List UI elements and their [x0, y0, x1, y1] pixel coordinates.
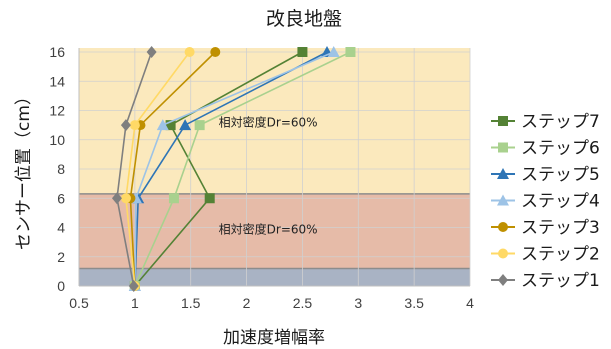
- y-axis-title: センサー位置（cm）: [14, 88, 34, 250]
- legend: ステップ7 ステップ6 ステップ5 ステップ4 ステップ3 ステップ2 ステップ1: [491, 112, 600, 291]
- layer-band-2: [79, 193, 470, 269]
- annotation-2: 相対密度Dr=60%: [219, 221, 318, 236]
- y-tick-label-1: 2: [57, 249, 65, 265]
- y-tick-label-4: 8: [57, 161, 65, 177]
- y-tick-label-3: 6: [57, 190, 65, 206]
- x-tick-label-7: 4: [466, 295, 474, 311]
- legend-label-1: ステップ7: [521, 112, 600, 132]
- series-line-4: [134, 51, 335, 287]
- legend-label-5: ステップ3: [521, 218, 600, 238]
- legend-label-3: ステップ5: [521, 165, 600, 185]
- legend-label-2: ステップ6: [521, 139, 600, 159]
- data-point-7-3: [120, 119, 131, 132]
- data-point-7-1: [128, 280, 139, 292]
- series-line-3: [134, 51, 328, 287]
- soil-layer-bands: [79, 48, 470, 286]
- chart-title: 改良地盤: [266, 8, 342, 30]
- data-point-1-3: [165, 120, 176, 131]
- data-point-6-4: [184, 47, 195, 57]
- x-axis-title: 加速度増幅率: [223, 328, 325, 348]
- x-tick-label-5: 3: [354, 295, 362, 311]
- y-tick-label-5: 10: [49, 132, 65, 148]
- data-point-7-2: [111, 192, 122, 205]
- x-tick-label-4: 2.5: [293, 295, 313, 311]
- series-7: [111, 46, 157, 292]
- axes: 0.5 1 1.5 2 2.5 3 3.5 4 0 2 4 6 8 10 12 14 16: [49, 44, 474, 311]
- y-tick-label-2: 4: [57, 220, 65, 236]
- x-tick-label-2: 1.5: [181, 295, 201, 311]
- legend-marker-2: [498, 142, 508, 153]
- y-tick-label-6: 12: [49, 103, 65, 119]
- data-point-2-3: [194, 120, 205, 131]
- x-tick-label-3: 2: [243, 295, 251, 311]
- legend-label-7: ステップ1: [521, 271, 600, 291]
- legend-item-1: ステップ7: [491, 112, 600, 132]
- series-group: [111, 46, 356, 292]
- data-point-6-3: [129, 120, 140, 131]
- data-point-3-3: [179, 119, 192, 131]
- legend-marker-7: [498, 274, 508, 286]
- legend-label-6: ステップ2: [521, 245, 600, 265]
- legend-marker-5: [498, 222, 508, 232]
- series-line-1: [134, 51, 303, 287]
- legend-item-4: ステップ4: [491, 192, 600, 212]
- series-line-7: [116, 51, 153, 287]
- series-line-5: [129, 51, 216, 287]
- annotations: 相対密度Dr=60% 相対密度Dr=60%: [219, 115, 318, 237]
- data-point-2-4: [345, 47, 356, 57]
- data-point-1-2: [204, 193, 215, 204]
- legend-item-3: ステップ5: [491, 165, 600, 185]
- layer-band-1: [79, 268, 470, 286]
- y-tick-label-7: 14: [49, 73, 65, 89]
- legend-marker-4: [497, 194, 509, 206]
- data-point-4-4: [327, 46, 340, 57]
- series-line-2: [134, 51, 351, 287]
- data-point-6-2: [120, 193, 131, 204]
- legend-item-6: ステップ2: [491, 245, 600, 265]
- data-point-2-2: [168, 193, 179, 204]
- x-tick-label-0: 0.5: [69, 295, 89, 311]
- annotation-1: 相対密度Dr=60%: [219, 115, 318, 130]
- x-tick-label-6: 3.5: [404, 295, 424, 311]
- data-point-1-4: [297, 47, 308, 57]
- y-tick-label-0: 0: [57, 278, 65, 294]
- data-point-5-4: [210, 47, 221, 57]
- series-line-6: [125, 51, 191, 287]
- legend-marker-6: [498, 248, 508, 259]
- legend-item-5: ステップ3: [491, 218, 600, 238]
- legend-item-2: ステップ6: [491, 139, 600, 159]
- legend-marker-1: [498, 116, 508, 126]
- data-point-4-3: [156, 119, 169, 131]
- legend-label-4: ステップ4: [521, 192, 600, 212]
- data-point-7-4: [146, 46, 157, 58]
- x-tick-label-1: 1: [131, 295, 139, 311]
- legend-item-7: ステップ1: [491, 271, 600, 291]
- y-tick-label-8: 16: [49, 44, 65, 60]
- legend-marker-3: [497, 168, 509, 179]
